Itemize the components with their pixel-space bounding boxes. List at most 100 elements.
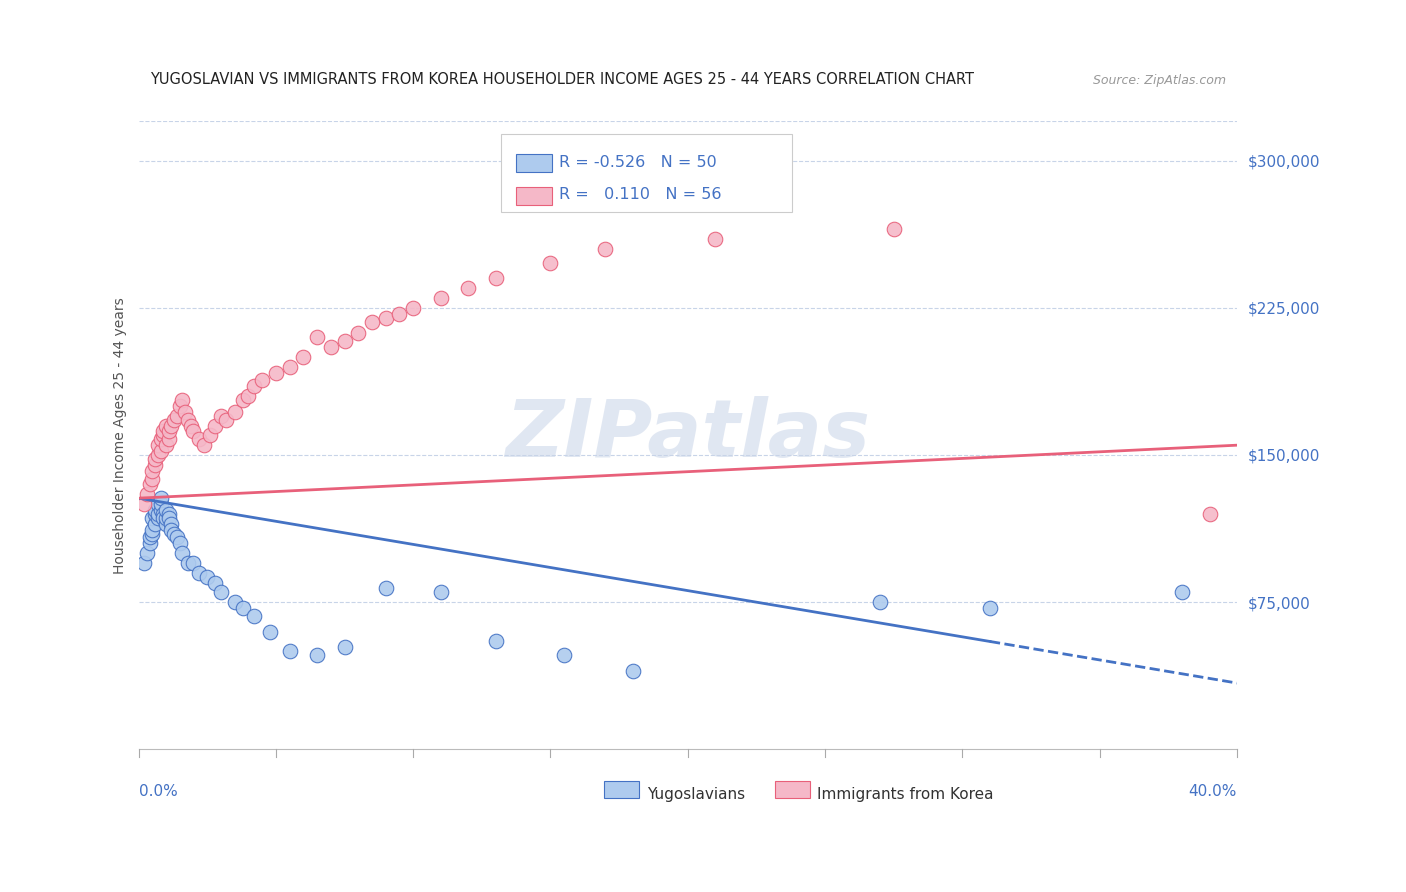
- Point: [305, 648, 328, 663]
- Point: [193, 438, 215, 452]
- Point: [198, 428, 221, 442]
- Point: [155, 510, 177, 524]
- Point: [259, 624, 281, 639]
- Point: [204, 575, 226, 590]
- Point: [209, 585, 232, 599]
- FancyBboxPatch shape: [516, 154, 551, 172]
- Point: [243, 379, 266, 393]
- Point: [146, 438, 169, 452]
- Point: [232, 601, 254, 615]
- Point: [141, 464, 163, 478]
- Text: YUGOSLAVIAN VS IMMIGRANTS FROM KOREA HOUSEHOLDER INCOME AGES 25 - 44 YEARS CORRE: YUGOSLAVIAN VS IMMIGRANTS FROM KOREA HOU…: [149, 71, 973, 87]
- Point: [146, 497, 169, 511]
- Y-axis label: Householder Income Ages 25 - 44 years: Householder Income Ages 25 - 44 years: [114, 297, 128, 574]
- Point: [243, 609, 266, 624]
- Point: [204, 418, 226, 433]
- Point: [146, 507, 169, 521]
- Point: [1198, 507, 1220, 521]
- Point: [883, 222, 905, 236]
- Point: [183, 556, 205, 570]
- Point: [138, 477, 160, 491]
- Point: [704, 232, 727, 246]
- Point: [152, 507, 174, 521]
- Point: [278, 359, 301, 374]
- Point: [595, 242, 617, 256]
- Point: [215, 412, 238, 426]
- Point: [138, 531, 160, 545]
- Point: [169, 536, 191, 550]
- Point: [143, 451, 166, 466]
- Point: [188, 432, 211, 446]
- Point: [388, 307, 411, 321]
- Point: [195, 570, 218, 584]
- Point: [869, 595, 891, 609]
- Point: [132, 556, 155, 570]
- Point: [155, 516, 177, 531]
- Point: [155, 503, 177, 517]
- Text: Immigrants from Korea: Immigrants from Korea: [817, 787, 994, 802]
- Point: [484, 271, 506, 285]
- Text: R =   0.110   N = 56: R = 0.110 N = 56: [560, 187, 721, 202]
- Point: [457, 281, 479, 295]
- Point: [333, 334, 356, 348]
- Point: [264, 366, 287, 380]
- Point: [135, 546, 157, 560]
- Point: [333, 640, 356, 655]
- Point: [160, 418, 183, 433]
- Point: [361, 314, 384, 328]
- Text: Yugoslavians: Yugoslavians: [647, 787, 745, 802]
- Point: [232, 392, 254, 407]
- Point: [174, 405, 197, 419]
- Point: [169, 399, 191, 413]
- Point: [374, 310, 396, 325]
- FancyBboxPatch shape: [501, 134, 792, 212]
- Point: [157, 425, 180, 439]
- Point: [553, 648, 575, 663]
- Point: [292, 350, 315, 364]
- Point: [160, 523, 183, 537]
- Point: [143, 516, 166, 531]
- Point: [163, 412, 186, 426]
- FancyBboxPatch shape: [516, 187, 551, 205]
- Point: [149, 432, 172, 446]
- Point: [177, 412, 200, 426]
- Point: [143, 507, 166, 521]
- Point: [146, 448, 169, 462]
- Point: [149, 491, 172, 505]
- FancyBboxPatch shape: [775, 780, 810, 798]
- Text: R = -0.526   N = 50: R = -0.526 N = 50: [560, 154, 717, 169]
- Point: [166, 409, 188, 423]
- Point: [141, 471, 163, 485]
- Point: [238, 389, 260, 403]
- Point: [149, 497, 172, 511]
- Point: [429, 585, 451, 599]
- Point: [305, 330, 328, 344]
- Point: [141, 523, 163, 537]
- Point: [152, 425, 174, 439]
- Point: [143, 503, 166, 517]
- Point: [429, 291, 451, 305]
- Point: [183, 425, 205, 439]
- Point: [224, 595, 246, 609]
- Point: [250, 373, 273, 387]
- Point: [141, 526, 163, 541]
- Point: [402, 301, 425, 315]
- FancyBboxPatch shape: [605, 780, 640, 798]
- Text: Source: ZipAtlas.com: Source: ZipAtlas.com: [1092, 74, 1226, 87]
- Point: [160, 516, 183, 531]
- Point: [155, 418, 177, 433]
- Point: [172, 546, 194, 560]
- Point: [347, 326, 370, 341]
- Point: [138, 536, 160, 550]
- Point: [152, 510, 174, 524]
- Point: [540, 255, 562, 269]
- Text: ZIPatlas: ZIPatlas: [505, 396, 870, 475]
- Point: [157, 432, 180, 446]
- Point: [143, 458, 166, 472]
- Point: [177, 556, 200, 570]
- Point: [149, 444, 172, 458]
- Point: [188, 566, 211, 580]
- Point: [374, 582, 396, 596]
- Point: [152, 428, 174, 442]
- Text: 40.0%: 40.0%: [1188, 784, 1237, 799]
